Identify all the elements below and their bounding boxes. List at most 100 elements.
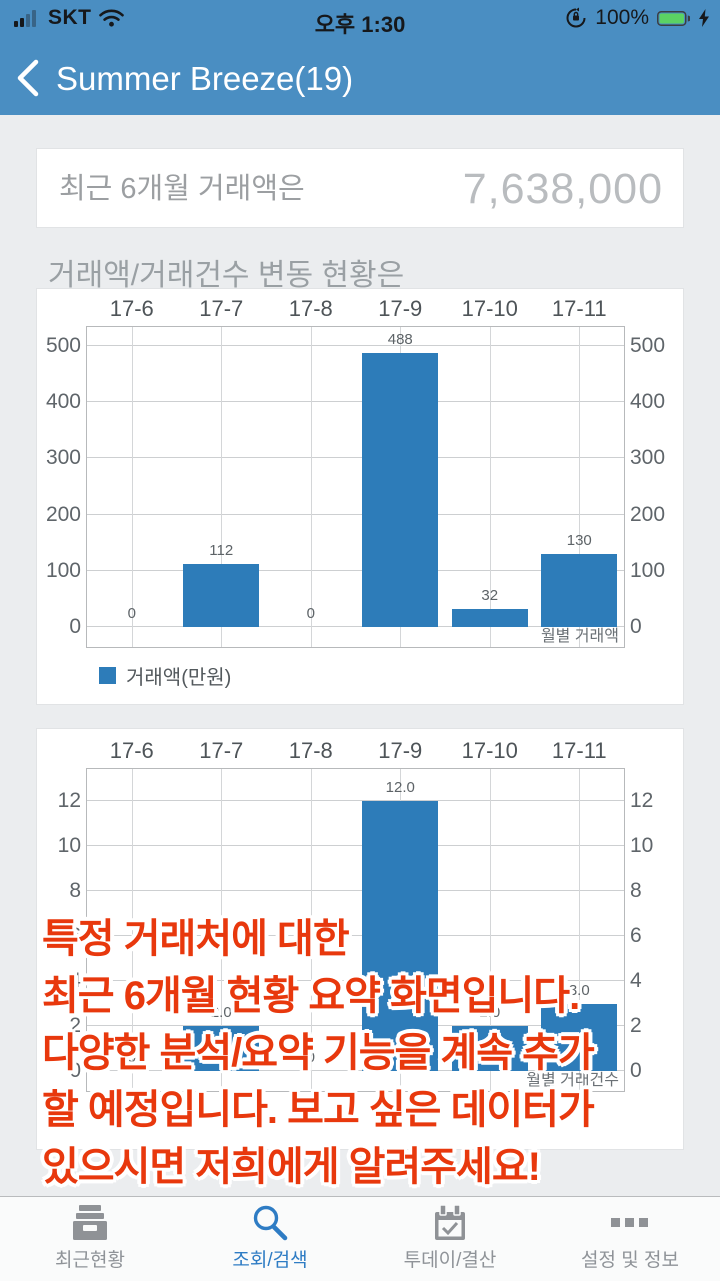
y-tick-label: 10 (630, 834, 654, 857)
gridline (87, 1025, 624, 1026)
clock: 오후 1:30 (314, 12, 406, 37)
count-chart-panel: 0 0 2 2 4 4 6 6 8 8 10 10 12 12 17-6 17-7 17-8 17-9 17-10 1… (36, 728, 684, 1150)
bar-value-label: 0 (127, 1049, 136, 1066)
bar-value-label: 112 (209, 542, 234, 560)
month-label: 17-11 (551, 738, 607, 763)
bar (183, 564, 260, 627)
month-label: 17-11 (551, 296, 607, 321)
y-tick-label: 500 (45, 334, 81, 357)
month-label: 17-10 (461, 296, 518, 321)
promo-line: 다양한 분석/요약 기능을 계속 추가 (42, 1031, 595, 1075)
section-title: 거래액/거래건수 변동 현황은 (48, 259, 405, 292)
y-tick-label: 300 (630, 446, 666, 470)
tab-label: 최근현황 (55, 1250, 125, 1271)
gridline (87, 980, 624, 981)
bar (451, 609, 528, 627)
search-icon (253, 1205, 288, 1241)
tab-settings-info[interactable]: 설정 및 정보 (540, 1197, 720, 1281)
legend-label: 거래액(만원) (126, 667, 232, 689)
bar-value-label: 488 (387, 330, 413, 348)
gridline (131, 327, 133, 647)
signal-strength-icon (14, 9, 36, 27)
y-tick-label: 400 (45, 390, 81, 414)
archive-icon (73, 1205, 107, 1240)
y-tick-label: 6 (69, 924, 81, 947)
month-label: 17-9 (378, 296, 423, 321)
legend-swatch-icon (99, 667, 116, 684)
gridline (489, 327, 491, 647)
y-tick-label: 200 (630, 502, 666, 526)
charging-bolt-icon (699, 9, 709, 27)
bar-value-label: 0 (306, 1049, 315, 1066)
promo-line: 있으시면 저희에게 알려주세요! (42, 1145, 541, 1189)
bar-value-label: 12.0 (385, 779, 415, 796)
amount-bar-chart: 0 0 100 100 200 200 300 300 400 400 500 500 17-6 17-7… (46, 296, 665, 648)
bar-value-label: 2.0 (210, 1004, 232, 1021)
gridline (489, 769, 491, 1091)
bar-value-label: 3.0 (568, 981, 590, 999)
y-tick-label: 8 (69, 879, 81, 902)
calendar-check-icon (435, 1204, 465, 1240)
bar (541, 1003, 618, 1071)
bar (362, 801, 439, 1071)
summary-value: 7,638,000 (462, 165, 663, 213)
back-chevron-icon[interactable] (14, 58, 44, 98)
gridline (87, 569, 624, 571)
promo-line: 할 예정입니다. 보고 싶은 데이터가 (42, 1088, 595, 1132)
bar (451, 1026, 528, 1071)
header-background: SKT 오후 1:30 100% (0, 0, 720, 115)
month-label: 17-7 (199, 296, 244, 321)
y-tick-label: 300 (45, 446, 81, 470)
gridline (87, 626, 624, 627)
more-squares-icon (611, 1218, 648, 1227)
gridline (579, 327, 581, 647)
wifi-icon (98, 9, 124, 27)
summary-label: 최근 6개월 거래액은 (59, 173, 305, 205)
y-tick-label: 200 (45, 502, 81, 526)
promo-line: 특정 거래처에 대한 (42, 917, 350, 961)
gridline (310, 327, 312, 647)
y-tick-label: 0 (630, 1059, 642, 1082)
month-label: 17-8 (288, 296, 333, 321)
bar-value-label: 32 (481, 587, 499, 605)
carrier-label: SKT (48, 6, 92, 29)
orientation-lock-icon (566, 7, 586, 28)
status-bar: SKT 오후 1:30 100% (0, 0, 720, 40)
tab-label: 설정 및 정보 (581, 1250, 679, 1271)
gridline (87, 935, 624, 936)
nav-bar: Summer Breeze(19) (0, 40, 720, 115)
tab-label: 조회/검색 (232, 1250, 308, 1271)
gridline (87, 890, 624, 891)
promo-line: 최근 6개월 현황 요약 화면입니다. (42, 974, 580, 1018)
battery-percent-label: 100% (595, 6, 649, 29)
month-label: 17-9 (378, 738, 423, 763)
gridline (87, 345, 624, 346)
bar-value-label: 0 (306, 605, 315, 622)
y-tick-label: 100 (45, 558, 81, 582)
y-tick-label: 4 (69, 969, 81, 992)
bar (541, 553, 618, 627)
battery-icon (657, 10, 690, 26)
gridline (87, 1070, 624, 1071)
gridline (221, 769, 223, 1091)
count-bar-chart: 0 0 2 2 4 4 6 6 8 8 10 10 12 12 17-6 17-7 17-8 17-9 17-10 1… (58, 738, 653, 1092)
tab-search[interactable]: 조회/검색 (180, 1197, 360, 1281)
x-axis-label: 월별 거래액 (540, 628, 619, 645)
tab-today-settlement[interactable]: 투데이/결산 (360, 1197, 540, 1281)
month-label: 17-8 (288, 738, 333, 763)
bar (362, 352, 439, 627)
month-label: 17-10 (461, 738, 518, 763)
tab-bar: 최근현황 조회/검색 투데이/결산 설정 (0, 1196, 720, 1281)
bar (183, 1026, 260, 1071)
gridline (87, 401, 624, 403)
y-tick-label: 12 (630, 789, 654, 812)
y-tick-label: 500 (630, 334, 666, 357)
month-label: 17-6 (109, 738, 154, 763)
gridline (87, 457, 624, 459)
y-tick-label: 6 (630, 924, 642, 947)
y-tick-label: 12 (57, 789, 81, 812)
y-tick-label: 100 (630, 558, 666, 582)
tab-recent-status[interactable]: 최근현황 (0, 1197, 180, 1281)
bar-value-label: 130 (566, 531, 592, 549)
y-tick-label: 0 (630, 615, 642, 638)
